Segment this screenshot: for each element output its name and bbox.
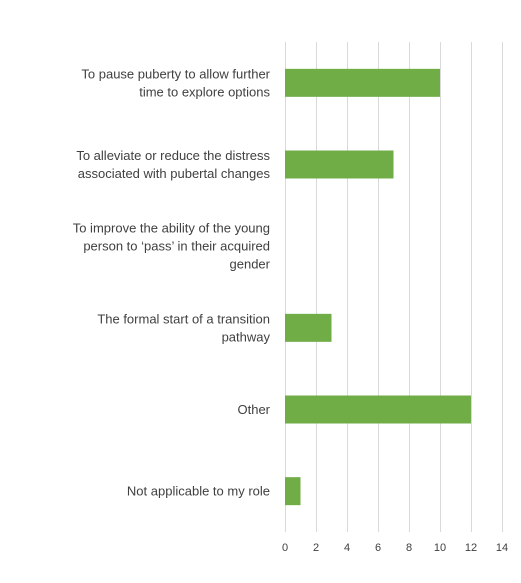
category-label: To improve the ability of the young perso…: [73, 221, 271, 272]
bar: [285, 68, 440, 97]
x-tick-label: 10: [434, 542, 446, 554]
x-tick-label: 2: [313, 542, 319, 554]
x-tick-label: 8: [406, 542, 412, 554]
x-tick-label: 4: [344, 542, 350, 554]
category-label: To alleviate or reduce the distress assoc…: [76, 148, 270, 181]
category-label: Not applicable to my role: [127, 484, 270, 499]
x-tick-label: 12: [465, 542, 477, 554]
bar: [285, 477, 301, 506]
x-tick-label: 14: [496, 542, 508, 554]
bars: [285, 68, 471, 506]
x-tick-label: 0: [282, 542, 288, 554]
category-label: To pause puberty to allow further time to…: [81, 66, 270, 99]
bar: [285, 395, 471, 424]
category-label: The formal start of a transition pathway: [97, 311, 270, 344]
category-labels: To pause puberty to allow further time to…: [73, 66, 271, 498]
category-label: Other: [237, 402, 270, 417]
bar: [285, 313, 332, 342]
x-axis-ticks: 0 2 4 6 8 10 12 14: [282, 542, 508, 554]
x-tick-label: 6: [375, 542, 381, 554]
gridlines: [285, 42, 503, 532]
bar: [285, 150, 394, 179]
